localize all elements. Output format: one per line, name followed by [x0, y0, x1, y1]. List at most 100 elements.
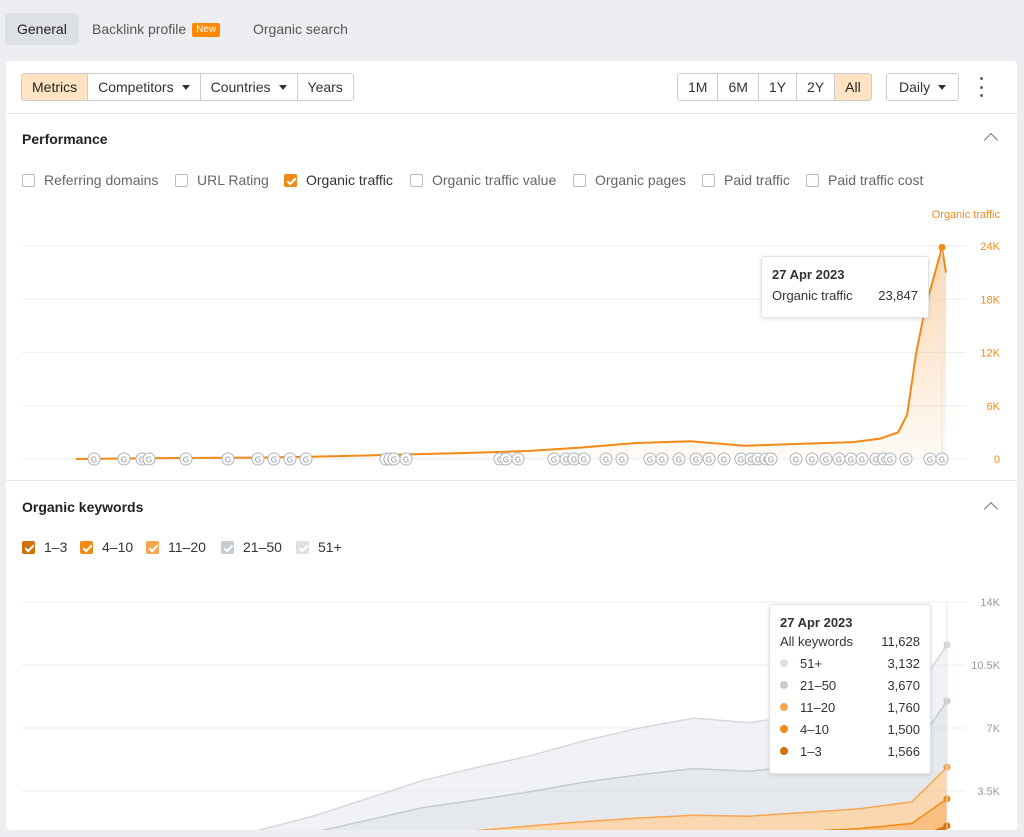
range-all[interactable]: All: [835, 74, 871, 100]
google-update-glyph: G: [873, 456, 879, 465]
google-update-glyph: G: [503, 456, 509, 465]
metric-checkbox[interactable]: Organic traffic value: [410, 171, 556, 189]
metric-label: Organic traffic: [306, 172, 393, 188]
google-update-glyph: G: [271, 456, 277, 465]
tab-organic-search[interactable]: Organic search: [241, 13, 360, 45]
kw-tooltip-row-label-wrap: 51+: [780, 656, 822, 671]
kw-tooltip-row: 51+ 3,132: [780, 652, 920, 674]
tooltip-value: 23,847: [878, 287, 918, 303]
tab-general[interactable]: General: [5, 13, 79, 45]
google-update-glyph: G: [255, 456, 261, 465]
metric-checkbox[interactable]: Organic traffic: [284, 171, 393, 189]
kw-tooltip-row-value: 3,132: [887, 655, 920, 671]
y-tick-label: 18K: [980, 294, 1000, 306]
keyword-range-checkbox[interactable]: 51+: [296, 538, 342, 556]
kw-tooltip-row-value: 1,500: [887, 721, 920, 737]
divider: [6, 113, 1017, 114]
metric-checkbox[interactable]: Organic pages: [573, 171, 686, 189]
kw-tooltip-row: 4–10 1,500: [780, 718, 920, 740]
google-update-glyph: G: [659, 456, 665, 465]
kw-tooltip-total: All keywords 11,628: [780, 630, 920, 652]
range-6m[interactable]: 6M: [718, 74, 759, 100]
view-tabs: Metrics Competitors Countries Years: [21, 73, 354, 101]
google-update-icon: [672, 452, 686, 466]
google-update-icon: [883, 452, 897, 466]
keyword-area-4: [259, 644, 947, 830]
y-tick-label: 10.5K: [971, 660, 1000, 672]
range-1m[interactable]: 1M: [678, 74, 719, 100]
traffic-tooltip: 27 Apr 2023 Organic traffic 23,847: [761, 256, 929, 318]
metrics-label: Metrics: [32, 79, 78, 95]
google-update-glyph: G: [603, 456, 609, 465]
metric-checkbox[interactable]: Referring domains: [22, 171, 158, 189]
chevron-up-icon[interactable]: [983, 501, 999, 517]
kw-tooltip-row-label: 51+: [800, 655, 823, 671]
checkbox-icon: [806, 173, 819, 187]
kw-tooltip-row-label-wrap: 21–50: [780, 678, 836, 693]
google-update-glyph: G: [706, 456, 712, 465]
google-update-glyph: G: [903, 456, 909, 465]
range-2y-label: 2Y: [807, 79, 825, 95]
google-update-icon: [599, 452, 613, 466]
metric-checkbox[interactable]: Paid traffic: [702, 171, 790, 189]
tab-years[interactable]: Years: [297, 74, 353, 100]
keyword-range-checkbox[interactable]: 4–10: [80, 538, 133, 556]
interval-dropdown[interactable]: Daily: [886, 73, 960, 101]
caret-down-icon: [278, 85, 287, 90]
metric-label: Paid traffic: [724, 172, 790, 188]
range-2y[interactable]: 2Y: [797, 74, 836, 100]
legend-dot-icon: [780, 659, 788, 667]
kw-tooltip-row-label: 1–3: [800, 743, 822, 759]
google-update-glyph: G: [721, 456, 727, 465]
checkbox-icon: [573, 173, 586, 187]
google-update-glyph: G: [403, 456, 409, 465]
x-tick-label: 25 Mar 2022: [795, 470, 857, 471]
keyword-range-checkbox[interactable]: 1–3: [22, 538, 67, 556]
x-tick-label: 19 Jul 2016: [172, 470, 229, 471]
metric-checkbox[interactable]: URL Rating: [175, 171, 269, 189]
countries-label: Countries: [210, 79, 271, 95]
google-update-glyph: G: [515, 456, 521, 465]
google-update-glyph: G: [676, 456, 682, 465]
top-nav: General Backlink profile New Organic sear…: [0, 0, 1024, 58]
chevron-up-icon[interactable]: [983, 132, 999, 148]
metric-checkbox[interactable]: Paid traffic cost: [806, 171, 923, 189]
google-update-glyph: G: [738, 456, 744, 465]
google-update-glyph: G: [848, 456, 854, 465]
google-update-glyph: G: [391, 456, 397, 465]
x-tick-label: 16 Dec 2019: [544, 470, 606, 471]
google-update-icon: [117, 452, 131, 466]
years-label: Years: [307, 79, 343, 95]
tab-metrics[interactable]: Metrics: [22, 74, 89, 100]
google-update-glyph: G: [563, 456, 569, 465]
checkbox-icon: [175, 173, 188, 187]
keyword-range-checkbox[interactable]: 21–50: [221, 538, 282, 556]
google-update-glyph: G: [581, 456, 587, 465]
tab-backlink-profile[interactable]: Backlink profile New: [80, 13, 232, 45]
countries-dropdown[interactable]: Countries: [200, 74, 298, 100]
kw-tooltip-row-label: 4–10: [800, 721, 829, 737]
y-tick-label: 6K: [987, 401, 1001, 413]
google-update-icon: [251, 452, 265, 466]
keyword-range-checkbox[interactable]: 11–20: [146, 538, 206, 556]
google-update-glyph: G: [755, 456, 761, 465]
metric-label: Paid traffic cost: [828, 172, 924, 188]
tab-organic-search-label: Organic search: [253, 21, 348, 37]
google-update-glyph: G: [927, 456, 933, 465]
divider: [6, 480, 1017, 481]
google-update-icon: [221, 452, 235, 466]
google-update-glyph: G: [793, 456, 799, 465]
google-update-glyph: G: [91, 456, 97, 465]
tooltip-date: 27 Apr 2023: [772, 267, 845, 282]
google-update-glyph: G: [183, 456, 189, 465]
kebab-menu-icon[interactable]: [978, 77, 984, 97]
range-1y[interactable]: 1Y: [758, 74, 798, 100]
legend-dot-icon: [780, 703, 788, 711]
google-update-glyph: G: [551, 456, 557, 465]
organic-traffic-chart[interactable]: 24K 18K 12K 6K 0 19 Jul 2016 7 Sep 2017 27 Oct …: [6, 206, 1017, 471]
google-update-icon: [267, 452, 281, 466]
keyword-area-1: [833, 798, 947, 830]
competitors-dropdown[interactable]: Competitors: [88, 74, 201, 100]
y-tick-label: 0: [994, 454, 1000, 466]
google-update-glyph: G: [146, 456, 152, 465]
